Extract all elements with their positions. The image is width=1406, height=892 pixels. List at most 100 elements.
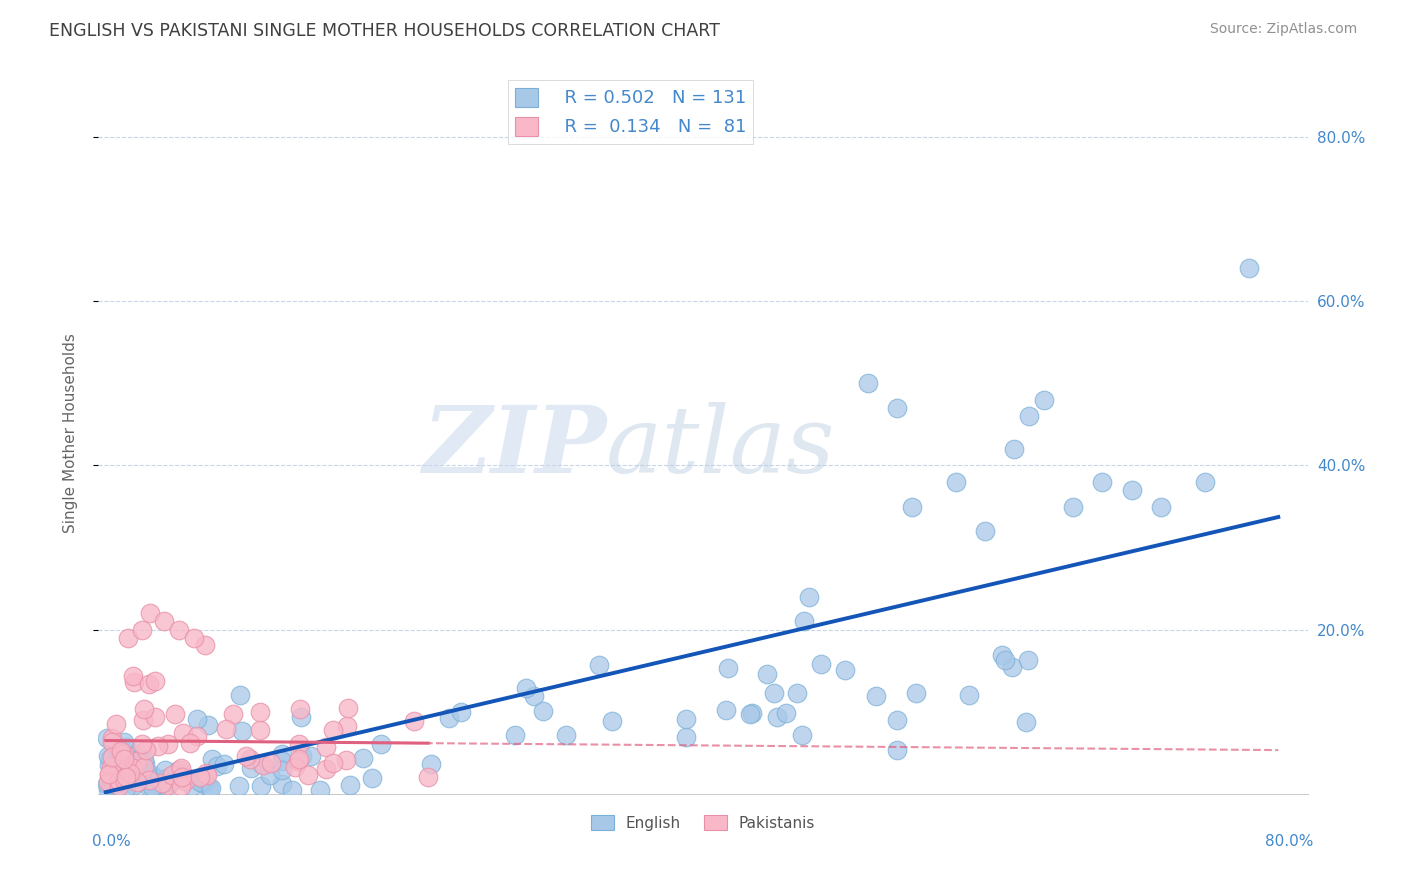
Point [810,657,832,671]
Point [249,756,271,771]
Point [336,719,359,733]
Point [194,773,217,788]
Point [1000,660,1022,674]
Point [104,755,127,769]
Point [200,781,222,796]
Point [146,739,169,754]
Point [339,779,361,793]
Point [134,760,156,774]
Point [740,707,762,722]
Point [765,710,787,724]
Point [160,767,183,781]
Point [439,711,461,725]
Point [170,771,193,785]
Point [228,779,250,793]
Point [112,752,135,766]
Point [297,768,319,782]
Point [100,750,122,764]
Text: 80.0%: 80.0% [1265,834,1313,848]
Point [270,777,292,791]
Text: atlas: atlas [606,402,835,492]
Point [901,500,924,514]
Point [138,677,160,691]
Point [169,763,191,777]
Point [97,758,120,772]
Point [122,669,145,683]
Point [183,631,205,645]
Point [138,607,160,621]
Point [717,661,740,675]
Point [110,744,132,758]
Point [135,768,157,782]
Point [270,763,292,777]
Point [503,728,526,742]
Point [169,766,191,780]
Point [132,753,155,767]
Point [108,761,131,775]
Point [756,667,779,681]
Point [212,756,235,771]
Point [1150,500,1173,514]
Point [360,771,382,785]
Point [315,762,337,776]
Point [197,717,219,731]
Point [172,725,194,739]
Y-axis label: Single Mother Households: Single Mother Households [63,333,77,533]
Legend: English, Pakistanis: English, Pakistanis [585,809,821,837]
Point [420,756,443,771]
Point [108,757,131,772]
Point [155,779,177,793]
Point [193,777,215,791]
Point [100,773,122,788]
Point [322,756,344,770]
Point [174,770,197,784]
Point [125,766,148,780]
Point [101,772,124,787]
Point [974,524,997,538]
Point [1194,475,1216,489]
Point [515,681,537,696]
Point [775,706,797,720]
Point [194,766,217,780]
Point [122,674,145,689]
Point [100,731,122,746]
Point [799,590,821,604]
Point [886,743,908,757]
Point [714,703,737,717]
Point [117,757,139,772]
Point [150,776,173,790]
Point [110,747,132,761]
Point [675,730,697,744]
Point [249,706,271,720]
Point [108,744,131,758]
Point [1032,392,1054,407]
Point [886,713,908,727]
Point [288,752,311,766]
Point [290,710,312,724]
Point [153,615,176,629]
Text: ENGLISH VS PAKISTANI SINGLE MOTHER HOUSEHOLDS CORRELATION CHART: ENGLISH VS PAKISTANI SINGLE MOTHER HOUSE… [49,22,720,40]
Point [675,712,697,726]
Point [153,764,176,778]
Point [1014,715,1036,730]
Point [554,728,576,742]
Point [235,749,257,764]
Point [186,729,208,743]
Point [1237,261,1260,276]
Point [125,755,148,769]
Point [170,779,193,793]
Point [229,689,252,703]
Point [143,710,166,724]
Point [270,747,292,761]
Point [352,751,374,765]
Point [96,731,118,746]
Point [166,764,188,778]
Point [131,763,153,777]
Point [335,753,357,767]
Point [100,763,122,777]
Point [127,775,149,789]
Point [180,780,202,794]
Point [142,770,165,784]
Point [1017,653,1039,667]
Point [179,736,201,750]
